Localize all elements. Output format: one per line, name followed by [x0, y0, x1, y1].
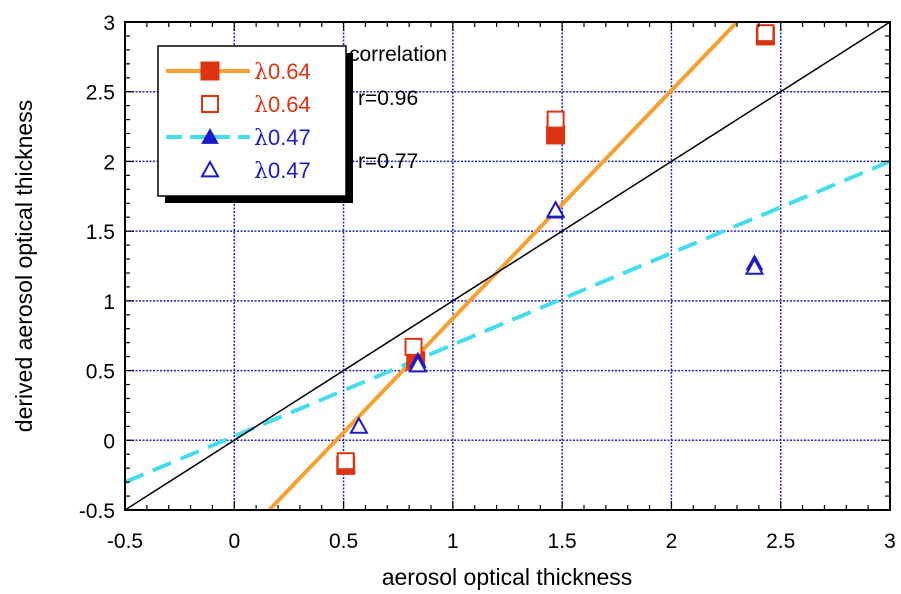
legend-box	[157, 45, 347, 197]
data-point-series-1	[546, 125, 566, 145]
x-axis-title: aerosol optical thickness	[382, 564, 633, 590]
data-point-series-2	[336, 452, 355, 471]
grid	[125, 22, 890, 510]
legend-label: λ0.47	[254, 158, 311, 184]
legend-label: λ0.47	[254, 125, 311, 151]
legend: λ0.64 λ0.64 λ0.47 λ0.47	[157, 45, 353, 203]
minor-ticks	[124, 21, 891, 511]
x-tick-label: 0.5	[329, 530, 358, 553]
x-tick-label: 2.5	[766, 530, 795, 553]
fit-line	[267, 22, 739, 510]
reference-line-1-to-1	[125, 22, 890, 510]
y-axis-title: derived aerosol optical thickness	[11, 100, 37, 432]
data-point-series-4	[349, 416, 369, 434]
fit-line	[125, 159, 890, 484]
data-point-series-2	[756, 24, 775, 43]
y-tick-label: 0.5	[86, 361, 115, 384]
y-tick-label: -0.5	[79, 500, 115, 523]
legend-label: λ0.64	[254, 59, 311, 85]
data-point-series-2	[546, 110, 565, 129]
y-tick-label: 1	[103, 291, 115, 314]
legend-marker	[201, 95, 219, 113]
legend-marker	[200, 159, 220, 178]
data-points	[336, 24, 775, 475]
x-tick-label: 0	[228, 530, 240, 553]
legend-marker	[200, 61, 220, 81]
y-tick-label: 3	[103, 12, 115, 35]
fit-lines	[125, 22, 890, 510]
y-tick-label: 2.5	[86, 82, 115, 105]
x-tick-label: 1.5	[548, 530, 577, 553]
x-tick-label: 1	[447, 530, 459, 553]
tick-labels: -0.5 0 0.5 1 1.5 2 2.5 3 -0.5 0 0.5 1 1.5 2 2.5 3	[79, 12, 896, 553]
legend-marker	[201, 127, 219, 144]
x-tick-label: 2	[666, 530, 678, 553]
legend-label: λ0.64	[254, 92, 311, 118]
plot-frame	[124, 21, 891, 511]
annotation-correlation: correlation	[349, 43, 447, 66]
data-point-series-4	[744, 257, 765, 275]
data-point-series-4	[545, 200, 566, 218]
data-point-series-4	[408, 354, 428, 373]
y-tick-label: 0	[103, 430, 115, 453]
y-tick-label: 2	[103, 151, 115, 174]
annotation-r-0-47: r=0.77	[358, 150, 418, 173]
annotation-r-0-64: r=0.96	[358, 87, 418, 110]
data-point-series-2	[404, 337, 423, 356]
x-tick-label: 3	[884, 530, 896, 553]
y-tick-label: 1.5	[86, 221, 115, 244]
x-tick-label: -0.5	[107, 530, 143, 553]
